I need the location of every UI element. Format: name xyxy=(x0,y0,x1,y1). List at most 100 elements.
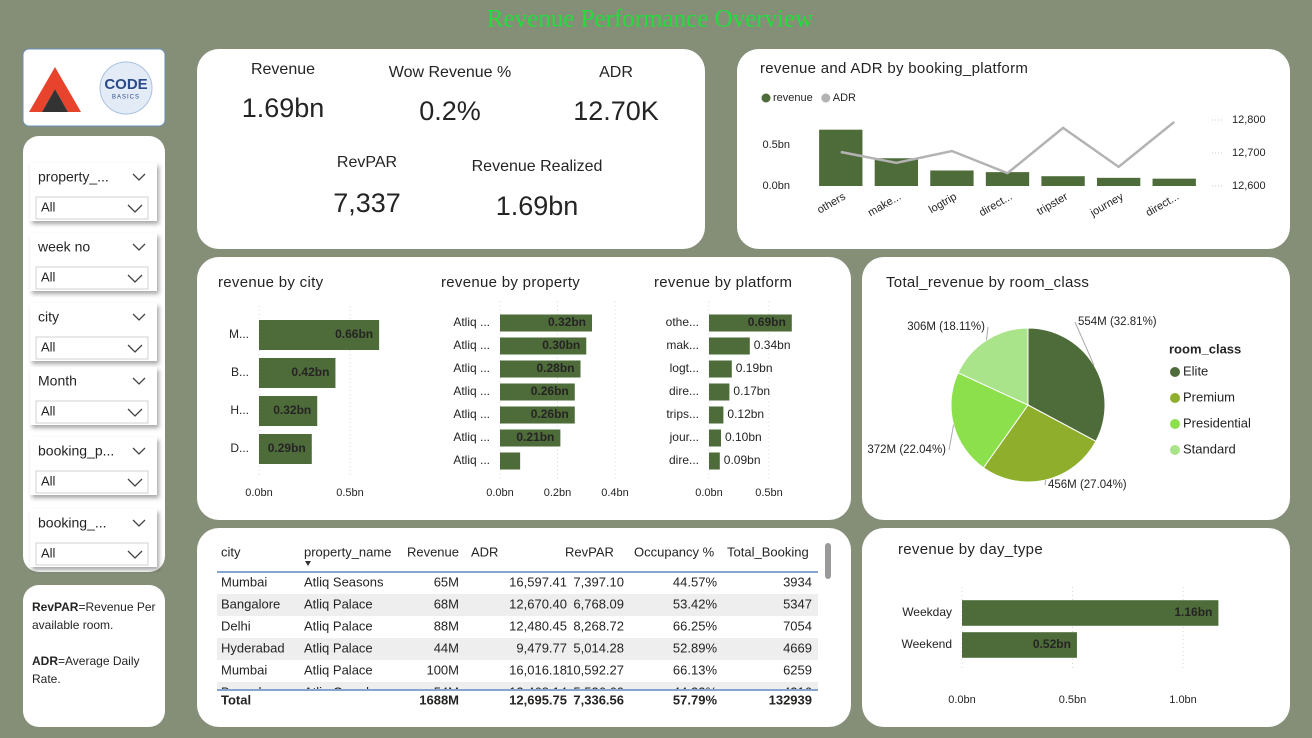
y2-tick-label: 12,600 xyxy=(1232,180,1266,192)
note-term: RevPAR xyxy=(32,600,79,614)
slicer-dropdown[interactable] xyxy=(35,470,149,494)
data-label: 0.10bn xyxy=(725,430,762,444)
y-tick-label: othe... xyxy=(666,315,699,329)
slicer-chevron[interactable] xyxy=(132,313,146,321)
data-label: 0.26bn xyxy=(531,407,569,421)
pie-slice xyxy=(1027,327,1106,443)
y-tick-label: Atliq ... xyxy=(453,361,490,375)
bar xyxy=(709,429,721,447)
slicer-chevron[interactable] xyxy=(132,243,146,251)
x-tick-label: 0.5bn xyxy=(755,487,783,499)
pie-slice xyxy=(982,404,1097,483)
table-cell: 54M xyxy=(434,684,459,699)
table-cell: Bangalore xyxy=(221,596,280,611)
table-cell: Atliq Palace xyxy=(304,596,373,611)
dropdown-chevron xyxy=(127,550,143,559)
slicer-dropdown[interactable] xyxy=(35,542,149,566)
table-body: Mumbai Atliq Seasons 65M 16,597.41 7,397.10 4… xyxy=(217,574,818,699)
data-label: 0.69bn xyxy=(748,315,786,329)
x-tick-label: 0.2bn xyxy=(544,487,572,499)
kpi-label: Revenue Realized xyxy=(472,158,603,175)
logo-circle xyxy=(99,61,153,115)
table-cell: 65M xyxy=(434,574,459,589)
leader-line xyxy=(985,326,989,341)
y-tick-label: trips... xyxy=(666,407,699,421)
table-cell: 16,016.18 xyxy=(509,662,567,677)
table-header: ADR xyxy=(471,544,498,559)
y-tick-label: mak... xyxy=(666,338,699,352)
chart-title: revenue and ADR by booking_platform xyxy=(760,60,1028,77)
kpi-value: 1.69bn xyxy=(496,191,579,221)
row-shade xyxy=(217,682,818,689)
slicer-value: All xyxy=(41,199,56,214)
bar xyxy=(709,406,724,424)
slicer-chevron[interactable] xyxy=(132,447,146,455)
slicer-value: All xyxy=(41,545,56,560)
data-label: 0.28bn xyxy=(536,361,574,375)
leader-line xyxy=(1074,321,1095,366)
bar xyxy=(1096,177,1141,186)
kpi-value: 0.2% xyxy=(419,96,481,126)
legend-label: revenue xyxy=(773,92,813,104)
slicer-dropdown[interactable] xyxy=(35,400,149,424)
legend-swatch xyxy=(1170,419,1180,429)
x-tick-label: 0.0bn xyxy=(695,487,723,499)
legend-label: ADR xyxy=(833,92,856,104)
bar xyxy=(930,170,974,186)
table-cell: 5347 xyxy=(783,596,812,611)
row-shade xyxy=(217,638,818,660)
bar xyxy=(500,337,587,355)
logo-a-inner xyxy=(42,89,68,112)
table-cell: 10,592.27 xyxy=(566,662,624,677)
table-cell: Atliq Palace xyxy=(304,618,373,633)
slicer-chevron[interactable] xyxy=(132,519,146,527)
chart-title: revenue by city xyxy=(218,274,324,291)
slicer-value: All xyxy=(41,403,56,418)
bar xyxy=(709,383,730,401)
slicer-dropdown[interactable] xyxy=(35,336,149,360)
kpi-value: 12.70K xyxy=(573,96,659,126)
note-term: ADR xyxy=(32,654,58,668)
data-label: 0.66bn xyxy=(335,327,373,341)
note: RevPAR=Revenue Per available room. xyxy=(32,598,160,634)
y2-tick-label: 12,800 xyxy=(1232,114,1266,126)
row-shade xyxy=(217,594,818,616)
slicer-title: property_... xyxy=(38,169,109,185)
slicer-chevron[interactable] xyxy=(132,173,146,181)
table-cell: 100M xyxy=(426,662,459,677)
table-cell: 8,268.72 xyxy=(573,618,624,633)
slicer-chevron[interactable] xyxy=(132,377,146,385)
data-label: 0.29bn xyxy=(268,441,306,455)
x-tick-label: 0.4bn xyxy=(601,487,629,499)
table-total: 1688M xyxy=(419,692,459,707)
bar xyxy=(819,129,863,186)
x-tick-label: 0.0bn xyxy=(245,487,273,499)
data-label: 0.30bn xyxy=(542,338,580,352)
slicer-dropdown[interactable] xyxy=(35,266,149,290)
bar xyxy=(259,357,336,389)
data-label: 0.52bn xyxy=(1033,637,1071,651)
slicer-dropdown[interactable] xyxy=(35,196,149,220)
chart-panel xyxy=(862,528,1290,727)
chart-title: Total_revenue by room_class xyxy=(886,274,1089,291)
table-cell: 9,479.77 xyxy=(516,640,567,655)
data-label: 0.21bn xyxy=(516,430,554,444)
table-cell: 7,397.10 xyxy=(573,574,624,589)
table-cell: Mumbai xyxy=(221,662,267,677)
page-title: Revenue Performance Overview xyxy=(487,6,813,33)
logo-a xyxy=(29,67,81,112)
table-cell: Hyderabad xyxy=(221,640,285,655)
y-tick-label: logt... xyxy=(670,361,699,375)
data-label: 0.19bn xyxy=(736,361,773,375)
note: ADR=Average Daily Rate. xyxy=(32,652,160,688)
kpi-value: 7,337 xyxy=(333,188,401,218)
y-tick-label: Atliq ... xyxy=(453,338,490,352)
slicer-title: booking_... xyxy=(38,515,107,531)
dropdown-chevron xyxy=(127,408,143,417)
scrollbar[interactable] xyxy=(825,543,831,579)
bar xyxy=(962,632,1077,658)
slicer-title: city xyxy=(38,309,59,325)
data-label: 0.32bn xyxy=(273,403,311,417)
bar xyxy=(962,600,1219,626)
note-definition: =Average Daily Rate. xyxy=(32,654,140,686)
